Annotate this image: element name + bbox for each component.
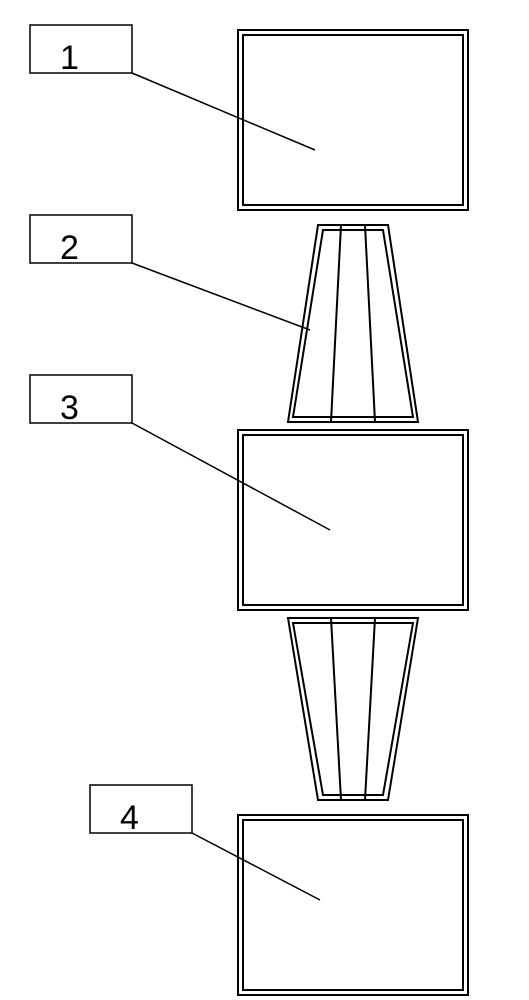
label-text-4: 4 (120, 799, 139, 837)
conn12-inner (331, 225, 375, 422)
label-box-1 (30, 25, 132, 73)
conn34-inner (331, 618, 375, 800)
label-box-2 (30, 215, 132, 263)
leader-3 (132, 423, 330, 530)
schematic-svg: 1 2 3 4 (0, 0, 529, 1000)
leader-2 (132, 263, 310, 330)
label-text-1: 1 (60, 39, 79, 77)
box4-inner (243, 820, 463, 990)
label-text-2: 2 (60, 229, 79, 267)
label-text-3: 3 (60, 389, 79, 427)
leader-4 (192, 833, 320, 900)
diagram-root: 1 2 3 4 (0, 0, 529, 1000)
box3-outer (238, 430, 468, 610)
label-box-4 (90, 785, 192, 833)
leader-1 (132, 73, 315, 150)
label-box-3 (30, 375, 132, 423)
conn34-outer2 (293, 623, 413, 795)
box4-outer (238, 815, 468, 995)
box3-inner (243, 435, 463, 605)
box1-outer (238, 30, 468, 210)
box1-inner (243, 35, 463, 205)
conn12-outer2 (293, 230, 413, 417)
